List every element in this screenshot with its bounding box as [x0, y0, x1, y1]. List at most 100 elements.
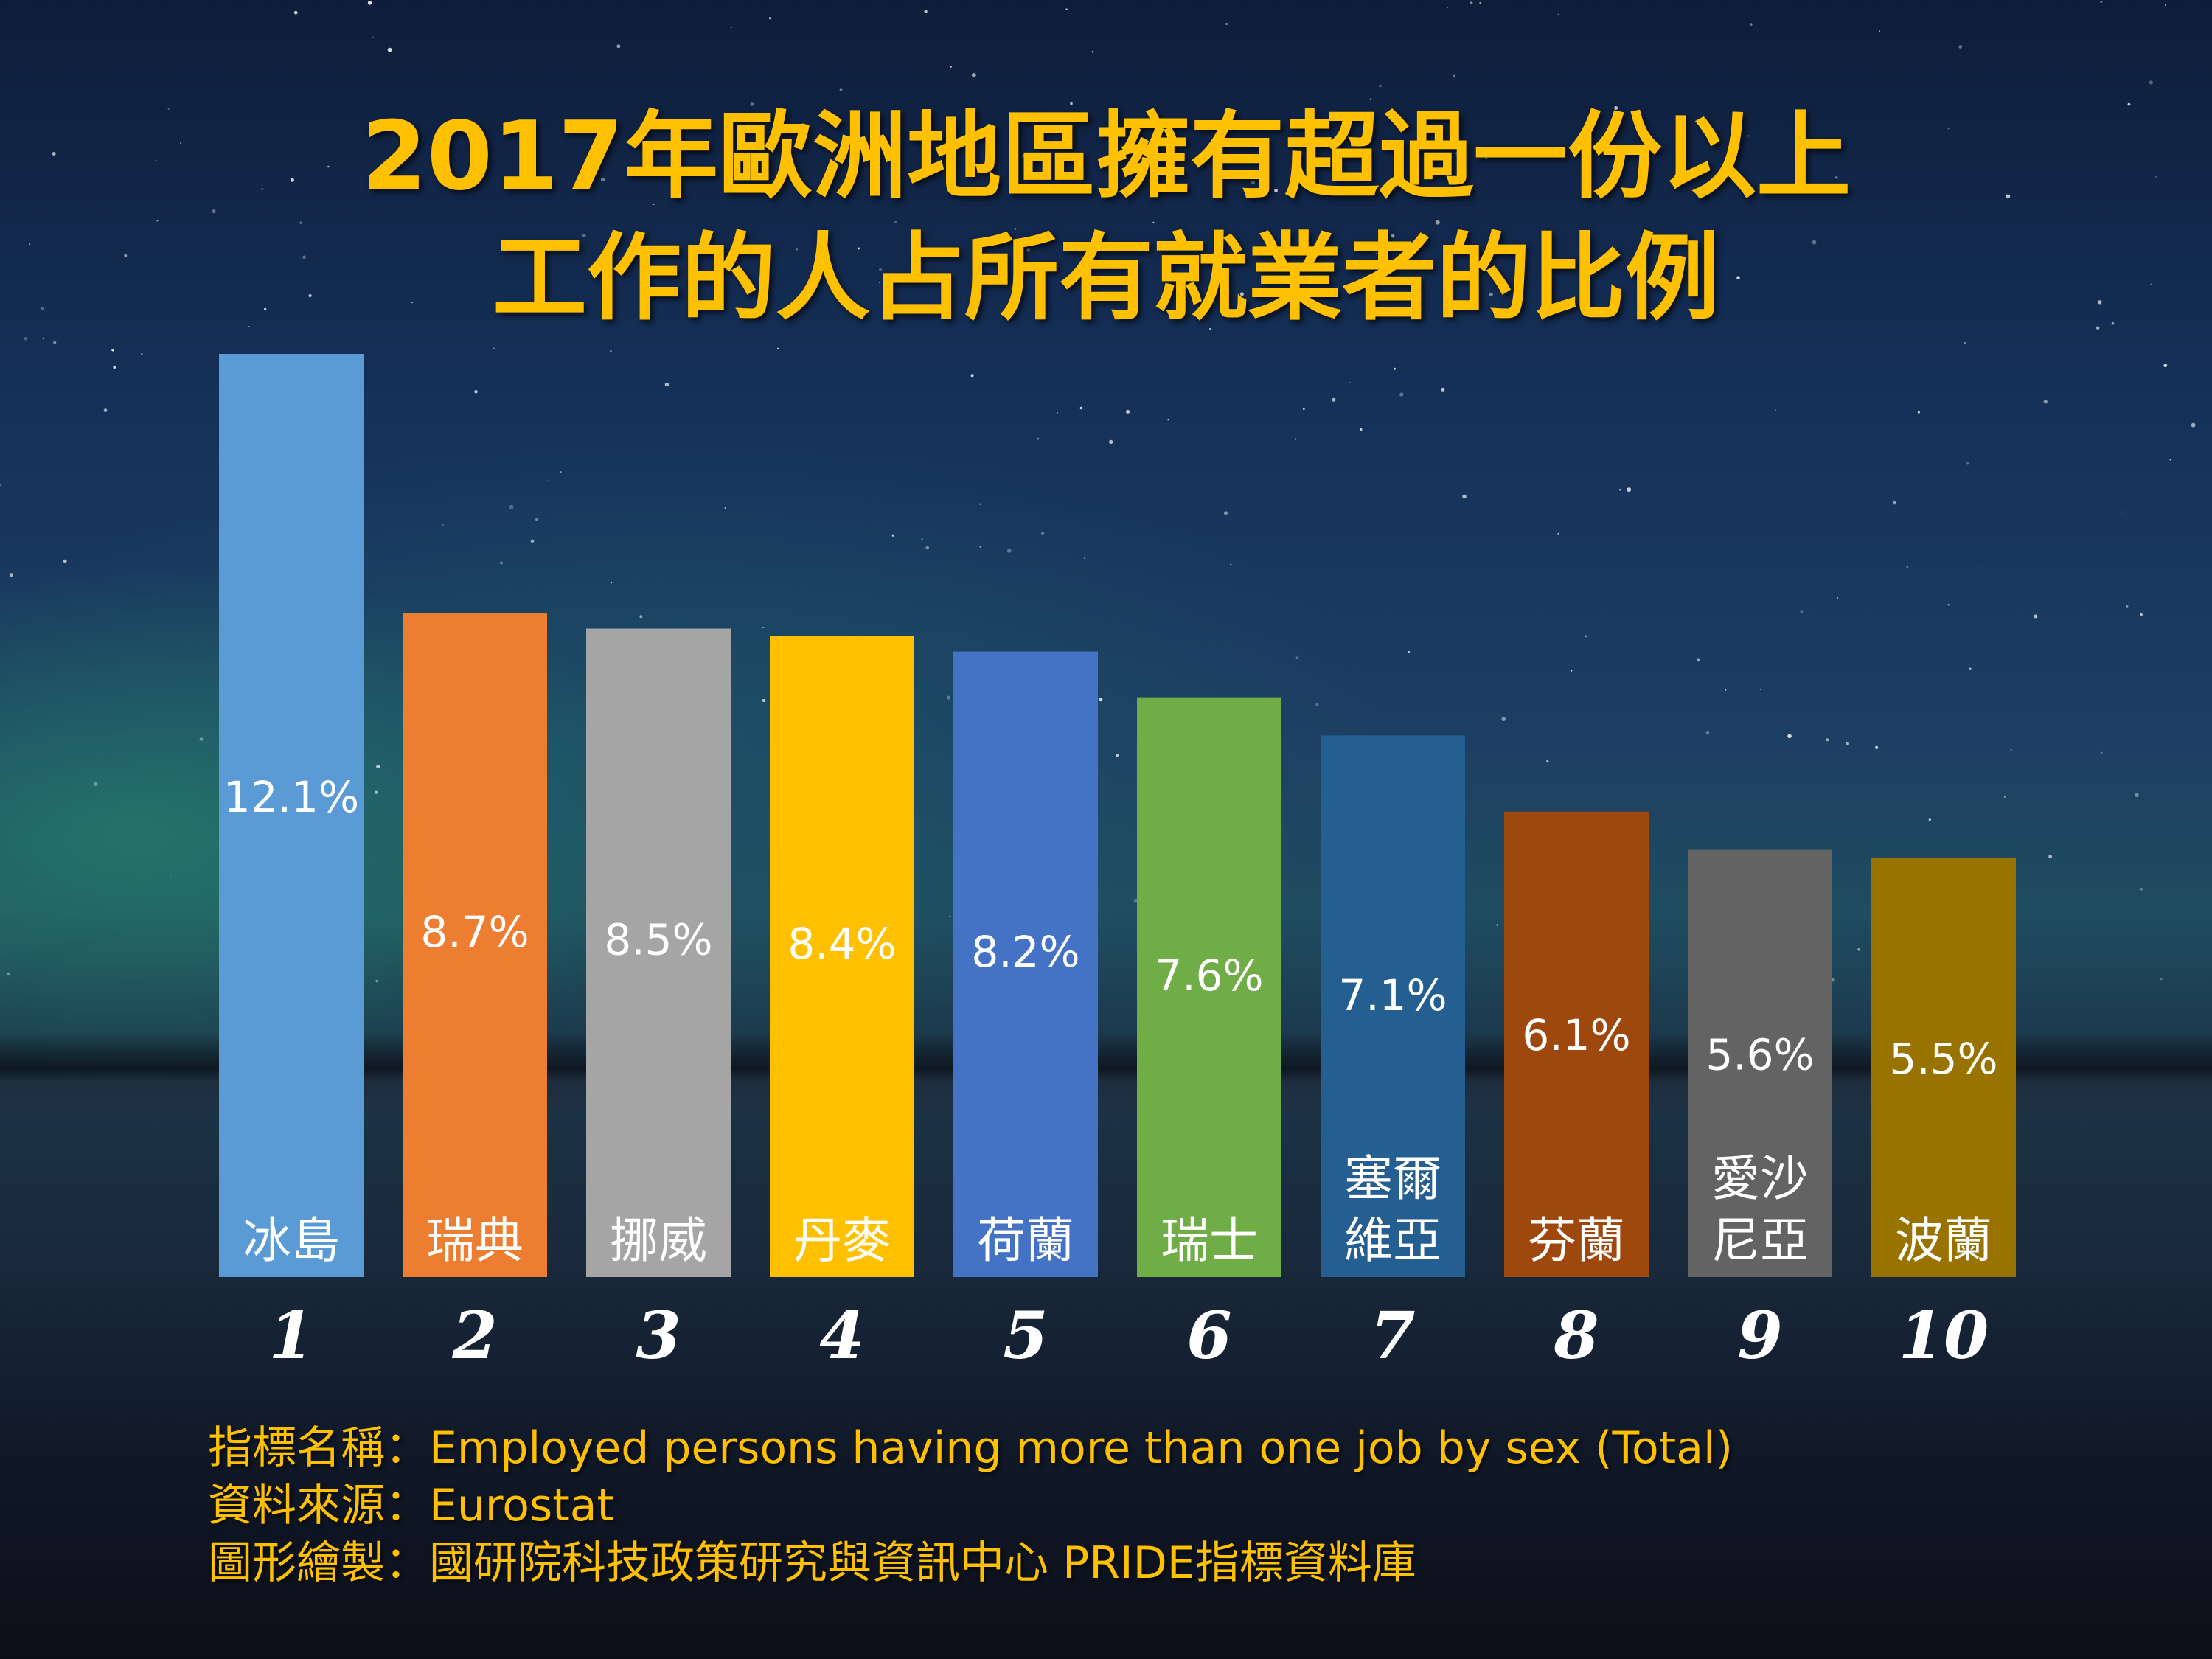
star [2135, 793, 2139, 797]
star [2140, 613, 2143, 616]
star [1947, 128, 1950, 130]
star [441, 524, 444, 526]
star [41, 307, 44, 310]
star [1302, 408, 1305, 410]
star [970, 374, 974, 378]
bar-category-label: 丹麥 [793, 1212, 891, 1269]
star [167, 108, 170, 111]
star [1369, 141, 1371, 143]
star [730, 27, 732, 28]
star [947, 695, 950, 700]
star [1557, 13, 1559, 15]
star [1391, 234, 1395, 238]
star [1105, 131, 1110, 136]
star [1224, 511, 1228, 515]
star [24, 337, 28, 341]
bar-category-label: 挪威 [610, 1212, 707, 1269]
bar-value-label: 5.6% [1705, 1030, 1814, 1080]
star [1359, 428, 1363, 431]
star [925, 546, 929, 550]
star [1070, 102, 1073, 105]
footer-source: 資料來源：Eurostat [208, 1480, 615, 1531]
bar [1688, 849, 1832, 1277]
star [372, 36, 374, 38]
bar-category-label: 尼亞 [1711, 1212, 1809, 1269]
rank-label: 5 [1003, 1297, 1048, 1374]
star [248, 326, 251, 327]
bar-value-label: 6.1% [1522, 1010, 1630, 1060]
star [29, 243, 31, 246]
horizon-silhouette [0, 1032, 2212, 1113]
star [1964, 341, 1966, 344]
star [180, 142, 182, 145]
star [2101, 751, 2103, 754]
star [141, 352, 143, 355]
star [1489, 292, 1493, 296]
star [1126, 409, 1130, 414]
bar [770, 636, 914, 1277]
star [1026, 248, 1031, 252]
star [2140, 888, 2143, 891]
star [111, 349, 114, 352]
star [9, 573, 13, 577]
star [1441, 387, 1445, 392]
bar-category-label: 芬蘭 [1528, 1212, 1625, 1269]
bar [1137, 697, 1281, 1277]
star [302, 255, 306, 260]
star [53, 341, 57, 344]
star [1619, 489, 1621, 491]
star [653, 204, 655, 206]
footer-indicator-name: 指標名稱：Employed persons having more than o… [208, 1422, 1733, 1474]
star [2010, 748, 2012, 751]
star [474, 390, 478, 394]
star [1399, 392, 1404, 397]
star [1614, 106, 1618, 110]
star [387, 47, 392, 52]
star [1462, 494, 1467, 499]
star [979, 503, 981, 505]
star [1079, 406, 1083, 410]
bar-value-label: 5.5% [1889, 1034, 1997, 1084]
star [530, 539, 535, 543]
star [1725, 689, 1727, 691]
star [1453, 74, 1456, 78]
star [0, 483, 2, 487]
star [327, 165, 330, 168]
star [1892, 501, 1897, 505]
star [1130, 259, 1135, 264]
star [1315, 703, 1319, 706]
star [1084, 557, 1086, 560]
star [1109, 439, 1113, 445]
star [1152, 221, 1155, 223]
star [1760, 688, 1761, 690]
bar [953, 651, 1098, 1277]
bar-category-label: 荷蘭 [977, 1212, 1074, 1269]
star [493, 347, 495, 349]
star [1484, 156, 1488, 159]
star [1800, 610, 1804, 613]
bar-value-label: 8.5% [604, 915, 712, 965]
star [2126, 605, 2129, 608]
star [1917, 411, 1920, 414]
rank-label: 10 [1899, 1297, 1989, 1374]
star [1958, 45, 1962, 49]
star [42, 337, 44, 339]
star [1966, 462, 1969, 465]
bar [1871, 857, 2016, 1277]
star [1774, 409, 1776, 411]
star [535, 518, 539, 521]
star [1274, 189, 1278, 192]
star [1230, 563, 1232, 566]
star [768, 17, 771, 20]
star [879, 268, 883, 271]
bar-value-label: 8.4% [787, 919, 896, 969]
star [611, 582, 613, 584]
star [1705, 731, 1710, 735]
star [499, 561, 504, 565]
star [1037, 437, 1040, 440]
star [2098, 300, 2102, 305]
star [1057, 412, 1058, 414]
star [1496, 924, 1498, 926]
star [1379, 84, 1382, 88]
